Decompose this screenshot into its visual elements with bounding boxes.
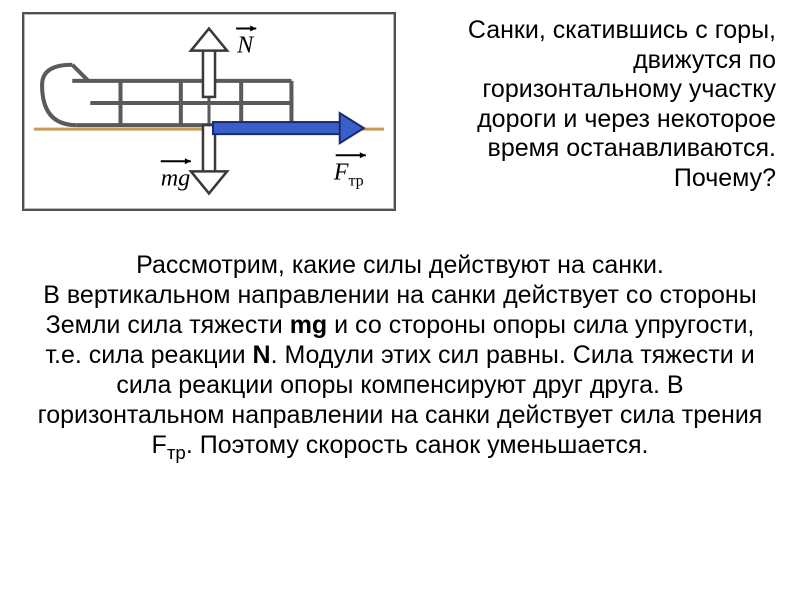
n-label: N <box>236 32 255 59</box>
slide: N mg Fтр Санки, скатившис <box>0 0 800 600</box>
mg-bold: mg <box>290 311 328 339</box>
question-text: Санки, скатившись с горы, движутся по го… <box>380 16 776 193</box>
body-text: Рассмотрим, какие силы действуют на санк… <box>24 250 776 465</box>
n-overline-arrow <box>250 26 256 32</box>
ftr-sub: тр <box>167 442 186 463</box>
q-line5: время останавливаются. <box>488 134 776 162</box>
sled-diagram-svg: N mg Fтр <box>30 20 388 203</box>
n-bold: N <box>253 341 271 369</box>
mg-overline-arrow <box>185 158 191 164</box>
gravity-arrow <box>191 125 227 193</box>
ftr-label: Fтр <box>333 158 364 189</box>
friction-arrow <box>213 113 364 143</box>
q-line6: Почему? <box>674 164 776 192</box>
q-line2: движутся по <box>633 46 776 74</box>
q-line3: горизонтальному участку <box>482 75 776 103</box>
mg-label: mg <box>161 164 191 191</box>
normal-force-arrow <box>191 29 227 97</box>
figure-container: N mg Fтр <box>22 12 396 211</box>
body-part-4: . Поэтому скорость санок уменьшается. <box>186 431 649 459</box>
ftr-overline-arrow <box>360 152 366 158</box>
q-line4: дороги и через некоторое <box>477 105 776 133</box>
figure: N mg Fтр <box>30 20 388 203</box>
body-line-1: Рассмотрим, какие силы действуют на санк… <box>136 251 664 279</box>
q-line1: Санки, скатившись с горы, <box>468 16 776 44</box>
sled <box>42 65 291 125</box>
